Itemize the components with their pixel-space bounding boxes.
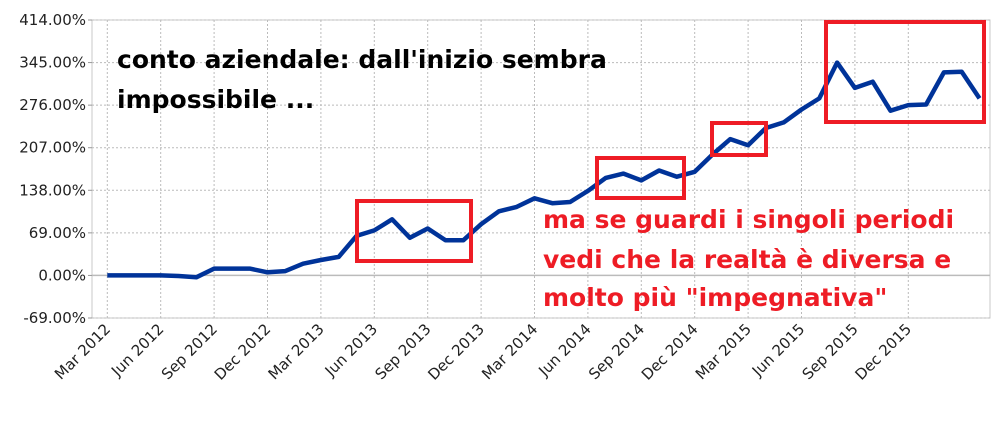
note-red-line-3: molto più "impegnativa"	[543, 283, 887, 312]
x-tick-label: Sep 2012	[158, 320, 221, 383]
y-tick-label: 0.00%	[38, 266, 86, 284]
y-tick-label: 138.00%	[19, 181, 86, 199]
x-tick-label: Mar 2013	[265, 320, 328, 383]
x-tick-label: Mar 2015	[692, 320, 755, 383]
x-tick-label: Dec 2015	[852, 320, 916, 384]
highlight-box-2015	[824, 20, 986, 124]
x-tick-label: Mar 2014	[478, 320, 541, 383]
y-tick-label: 207.00%	[19, 139, 86, 157]
series-line	[107, 60, 982, 280]
y-tick-label: 345.00%	[19, 54, 86, 72]
x-tick-label: Dec 2013	[424, 320, 488, 384]
note-red-line-2: vedi che la realtà è diversa e	[543, 245, 951, 274]
highlight-box-dec-2014	[710, 121, 768, 157]
y-tick-label: 69.00%	[29, 224, 86, 242]
x-tick-label: Dec 2014	[638, 320, 702, 384]
y-tick-label: 276.00%	[19, 96, 86, 114]
y-axis: -69.00% 0.00% 69.00% 138.00% 207.00% 276.00% 3…	[19, 11, 86, 327]
x-tick-label: Sep 2014	[585, 320, 648, 383]
note-title-line-2: impossibile ...	[117, 85, 314, 114]
highlight-boxes	[355, 20, 986, 263]
highlight-box-2014	[595, 156, 686, 200]
x-tick-label: Mar 2012	[51, 320, 114, 383]
y-tick-label: -69.00%	[23, 309, 86, 327]
x-tick-label: Sep 2015	[799, 320, 862, 383]
y-tick-label: 414.00%	[19, 11, 86, 29]
highlight-box-2013	[355, 199, 473, 263]
x-tick-label: Sep 2013	[371, 320, 434, 383]
note-title-line-1: conto aziendale: dall'inizio sembra	[117, 45, 607, 74]
x-tick-label: Dec 2012	[211, 320, 275, 384]
note-red-line-1: ma se guardi i singoli periodi	[543, 205, 954, 234]
